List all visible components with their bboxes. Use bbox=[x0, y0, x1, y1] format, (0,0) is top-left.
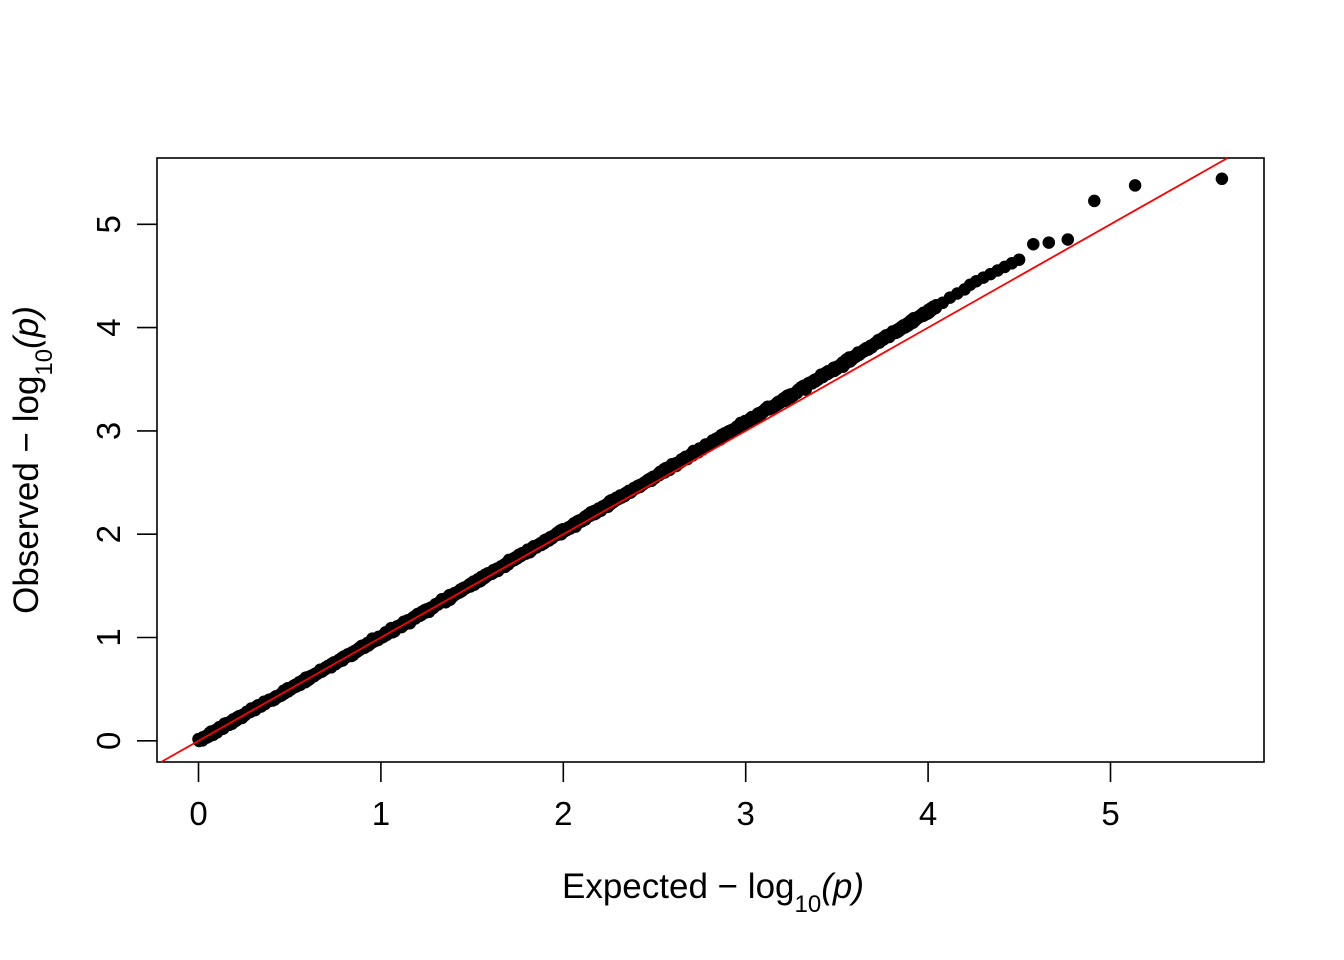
svg-text:0: 0 bbox=[90, 732, 127, 750]
svg-text:5: 5 bbox=[1101, 795, 1119, 832]
svg-text:4: 4 bbox=[919, 795, 937, 832]
svg-text:2: 2 bbox=[90, 525, 127, 543]
svg-text:5: 5 bbox=[90, 215, 127, 233]
svg-text:3: 3 bbox=[90, 422, 127, 440]
svg-text:1: 1 bbox=[372, 795, 390, 832]
svg-text:0: 0 bbox=[189, 795, 207, 832]
svg-text:1: 1 bbox=[90, 628, 127, 646]
svg-text:3: 3 bbox=[737, 795, 755, 832]
svg-text:4: 4 bbox=[90, 318, 127, 336]
svg-text:2: 2 bbox=[554, 795, 572, 832]
